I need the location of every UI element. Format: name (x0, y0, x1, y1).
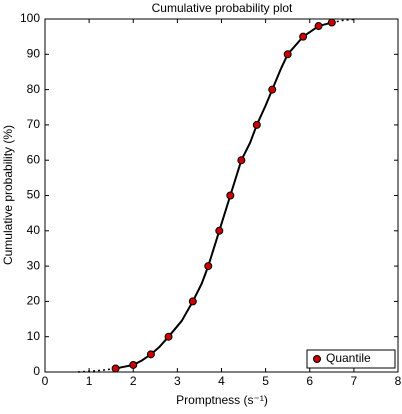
y-tick-label: 30 (27, 258, 41, 272)
legend-box (306, 349, 396, 369)
x-tick-label: 1 (86, 374, 93, 388)
x-tick-label: 4 (218, 374, 225, 388)
quantile-marker (314, 22, 323, 31)
quantile-marker (226, 191, 235, 200)
quantile-marker (111, 364, 120, 373)
quantile-marker (268, 85, 277, 94)
quantile-marker (204, 262, 213, 271)
y-tick-label: 20 (27, 294, 41, 308)
y-tick-label: 50 (27, 188, 41, 202)
y-axis-label: Cumulative probability (%) (1, 125, 15, 265)
quantile-marker (252, 120, 261, 129)
legend-label: Quantile (326, 351, 371, 365)
y-tick-label: 10 (27, 329, 41, 343)
chart-title: Cumulative probability plot (152, 1, 293, 15)
x-tick-label: 7 (351, 374, 358, 388)
x-tick-label: 8 (395, 374, 402, 388)
quantile-marker (129, 360, 138, 369)
y-tick-label: 80 (27, 82, 41, 96)
x-tick-label: 6 (306, 374, 313, 388)
y-tick-label: 0 (33, 364, 40, 378)
x-tick-label: 0 (42, 374, 49, 388)
tail-line (78, 367, 116, 373)
y-tick-label: 100 (20, 11, 40, 25)
tail-line (331, 18, 354, 24)
quantile-marker (327, 18, 336, 27)
y-tick-label: 60 (27, 152, 41, 166)
quantile-marker (299, 32, 308, 41)
quantile-marker (237, 156, 246, 165)
quantile-marker (164, 332, 173, 341)
y-tick-label: 70 (27, 117, 41, 131)
x-tick-label: 2 (130, 374, 137, 388)
quantile-marker (146, 350, 155, 359)
x-axis-label: Promptness (s⁻¹) (176, 393, 268, 407)
quantile-marker (215, 226, 224, 235)
quantile-marker (188, 297, 197, 306)
y-tick-label: 90 (27, 46, 41, 60)
x-tick-label: 5 (262, 374, 269, 388)
x-tick-label: 3 (174, 374, 181, 388)
y-tick-label: 40 (27, 223, 41, 237)
quantile-marker (283, 50, 292, 59)
legend-marker (313, 355, 321, 363)
